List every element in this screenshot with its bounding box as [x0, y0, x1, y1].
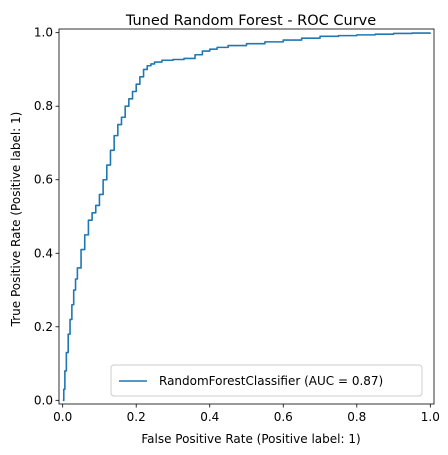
x-tick-label: 0.4	[200, 410, 219, 424]
x-tick-label: 0.6	[274, 410, 293, 424]
x-tick-label: 0.8	[347, 410, 366, 424]
y-axis-label: True Positive Rate (Positive label: 1)	[9, 112, 23, 328]
x-axis-label: False Positive Rate (Positive label: 1)	[141, 432, 360, 446]
y-axis-ticks: 0.0 0.2 0.4 0.6 0.8 1.0	[34, 26, 59, 407]
legend-box	[110, 364, 423, 397]
x-tick-label: 1.0	[421, 410, 440, 424]
y-tick-label: 1.0	[34, 26, 53, 40]
x-axis-ticks: 0.0 0.2 0.4 0.6 0.8 1.0	[53, 404, 440, 424]
chart-title: Tuned Random Forest - ROC Curve	[125, 13, 376, 29]
legend: RandomForestClassifier (AUC = 0.87)	[110, 364, 423, 397]
roc-curve-line	[62, 32, 432, 402]
x-tick-label: 0.2	[127, 410, 146, 424]
y-tick-label: 0.4	[34, 246, 53, 260]
y-tick-label: 0.2	[34, 320, 53, 334]
y-tick-label: 0.8	[34, 99, 53, 113]
plot-area	[58, 28, 435, 405]
x-tick-label: 0.0	[53, 410, 72, 424]
legend-entry-label: RandomForestClassifier (AUC = 0.87)	[159, 374, 383, 388]
y-tick-label: 0.0	[34, 393, 53, 407]
series-group	[62, 32, 432, 402]
plot-frame	[58, 28, 435, 405]
y-tick-label: 0.6	[34, 173, 53, 187]
